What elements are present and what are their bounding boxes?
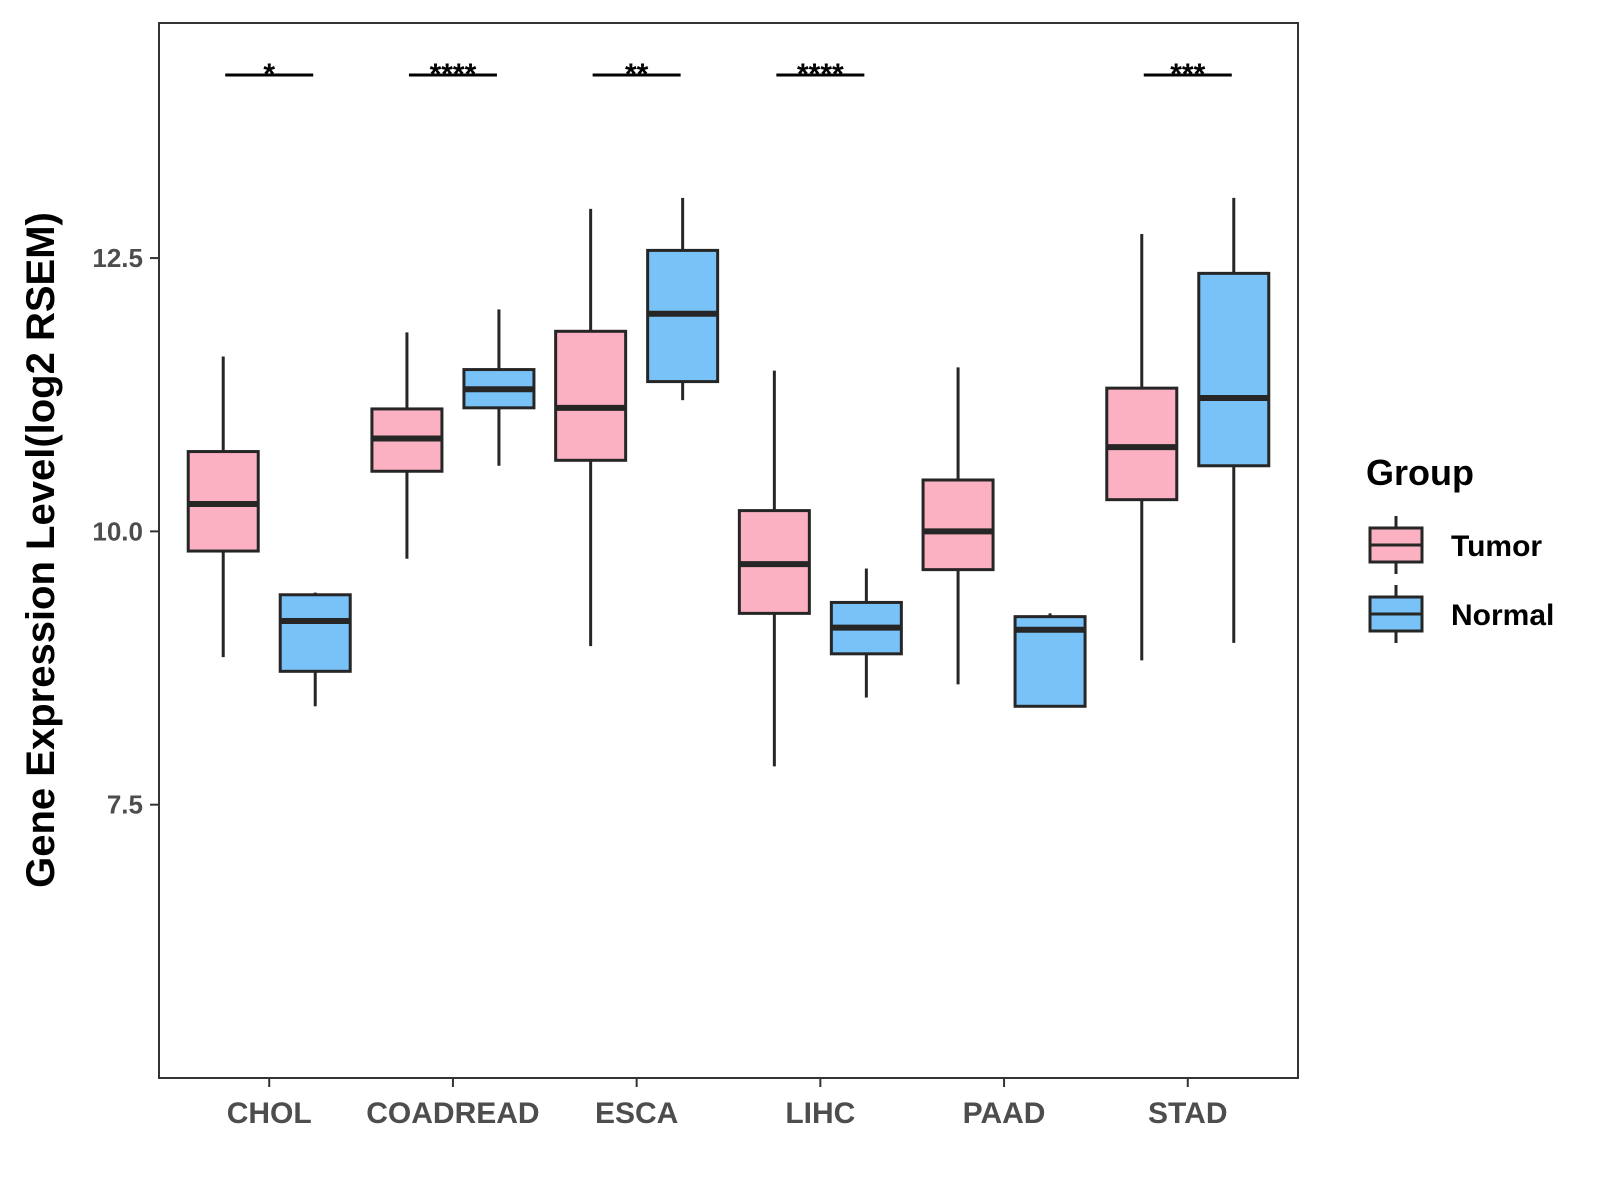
y-tick-label: 10.0 [92,516,143,546]
significance-label: **** [430,58,477,91]
y-tick-label: 7.5 [107,790,143,820]
box-normal-lihc [829,568,903,698]
legend: Group Tumor Normal [1366,452,1554,643]
box-normal-paad [1013,613,1087,708]
box-tumor-lihc [737,370,811,767]
box-tumor-coadread [370,332,444,559]
significance-label: *** [1170,58,1205,91]
box-normal-stad [1197,197,1271,643]
box-body [1105,386,1179,502]
x-tick-label: PAAD [963,1097,1046,1130]
significance-label: **** [797,58,844,91]
legend-label: Normal [1451,599,1554,632]
box-tumor-stad [1105,234,1179,661]
box-normal-chol [278,592,352,707]
legend-item-tumor: Tumor [1368,516,1542,574]
legend-label: Tumor [1451,530,1542,563]
box-normal-esca [646,197,720,401]
x-tick-label: COADREAD [366,1097,539,1130]
y-axis-title: Gene Expression Level(log2 RSEM) [19,212,63,888]
x-tick-label: LIHC [785,1097,855,1130]
box-tumor-chol [186,356,260,658]
box-tumor-paad [921,367,995,685]
box-body [554,329,628,462]
legend-item-normal: Normal [1368,585,1554,643]
legend-items: Tumor Normal [1368,516,1554,643]
x-tick-label: CHOL [227,1097,312,1130]
box-normal-coadread [462,309,536,466]
box-body [278,593,352,673]
significance-label: ** [625,58,649,91]
legend-title: Group [1366,452,1474,493]
axes-layer: 7.5 10.0 12.5 CHOL COADREAD ESCA LIHC PAAD STAD [92,243,1227,1130]
x-tick-label: ESCA [595,1097,678,1130]
plot-panel [158,22,1299,1079]
y-tick-label: 12.5 [92,243,143,273]
significance-layer: * **** ** **** *** [225,58,1232,91]
x-tick-label: STAD [1148,1097,1227,1130]
box-body [1197,271,1271,468]
boxes-layer [186,197,1271,767]
box-tumor-esca [554,208,628,647]
box-body [921,478,995,572]
significance-label: * [263,58,275,91]
